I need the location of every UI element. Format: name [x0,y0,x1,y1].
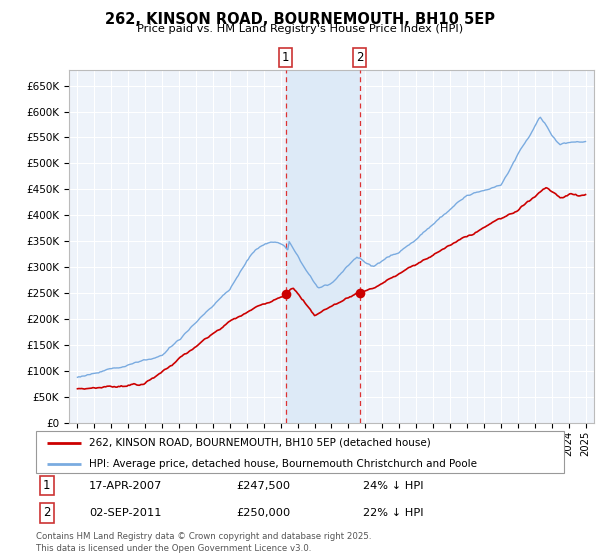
Text: 2: 2 [43,506,50,519]
Text: HPI: Average price, detached house, Bournemouth Christchurch and Poole: HPI: Average price, detached house, Bour… [89,459,477,469]
Text: 1: 1 [282,51,289,64]
Text: 1: 1 [43,479,50,492]
Text: 17-APR-2007: 17-APR-2007 [89,480,162,491]
Text: 262, KINSON ROAD, BOURNEMOUTH, BH10 5EP (detached house): 262, KINSON ROAD, BOURNEMOUTH, BH10 5EP … [89,438,431,448]
Text: 02-SEP-2011: 02-SEP-2011 [89,508,161,518]
Text: Contains HM Land Registry data © Crown copyright and database right 2025.
This d: Contains HM Land Registry data © Crown c… [36,533,371,553]
Text: 24% ↓ HPI: 24% ↓ HPI [364,480,424,491]
FancyBboxPatch shape [36,431,564,473]
Text: 22% ↓ HPI: 22% ↓ HPI [364,508,424,518]
Text: £247,500: £247,500 [236,480,291,491]
Text: 2: 2 [356,51,364,64]
Bar [286,70,360,423]
Text: 262, KINSON ROAD, BOURNEMOUTH, BH10 5EP: 262, KINSON ROAD, BOURNEMOUTH, BH10 5EP [105,12,495,27]
Text: Price paid vs. HM Land Registry's House Price Index (HPI): Price paid vs. HM Land Registry's House … [137,24,463,34]
Text: £250,000: £250,000 [236,508,291,518]
